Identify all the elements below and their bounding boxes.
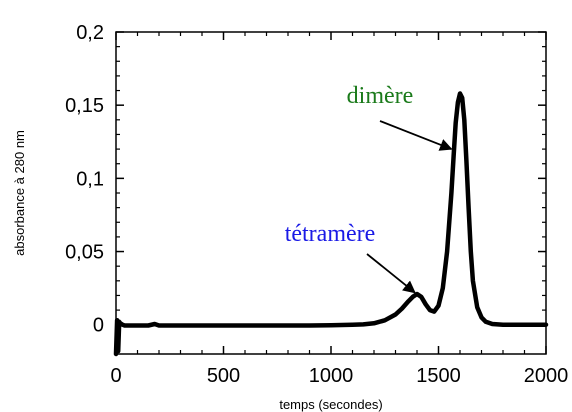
plot-frame <box>115 31 547 355</box>
y-tick-label: 0,2 <box>76 22 104 44</box>
y-tick-label: 0,05 <box>65 242 104 264</box>
tick-labels: 0 500 1000 1500 2000 0 0,05 0,1 0,15 0,2 <box>65 22 568 387</box>
x-tick-label: 1000 <box>309 365 354 387</box>
annotation-label: dimère <box>347 83 414 109</box>
x-tick-label: 1500 <box>416 365 461 387</box>
series-line <box>113 91 549 357</box>
annotation-label: tétramère <box>285 221 376 247</box>
x-axis-title: temps (secondes) <box>279 397 382 412</box>
annotation-arrow <box>366 253 416 294</box>
annotation-arrow <box>379 120 453 151</box>
y-axis-title: absorbance à 280 nm <box>12 130 27 256</box>
ticks <box>115 31 547 354</box>
x-tick-label: 0 <box>110 365 121 387</box>
y-tick-label: 0 <box>93 315 104 337</box>
annotations: dimère tétramère <box>285 83 453 294</box>
y-tick-label: 0,15 <box>65 95 104 117</box>
y-tick-label: 0,1 <box>76 168 104 190</box>
x-tick-label: 2000 <box>524 365 569 387</box>
x-tick-label: 500 <box>207 365 240 387</box>
